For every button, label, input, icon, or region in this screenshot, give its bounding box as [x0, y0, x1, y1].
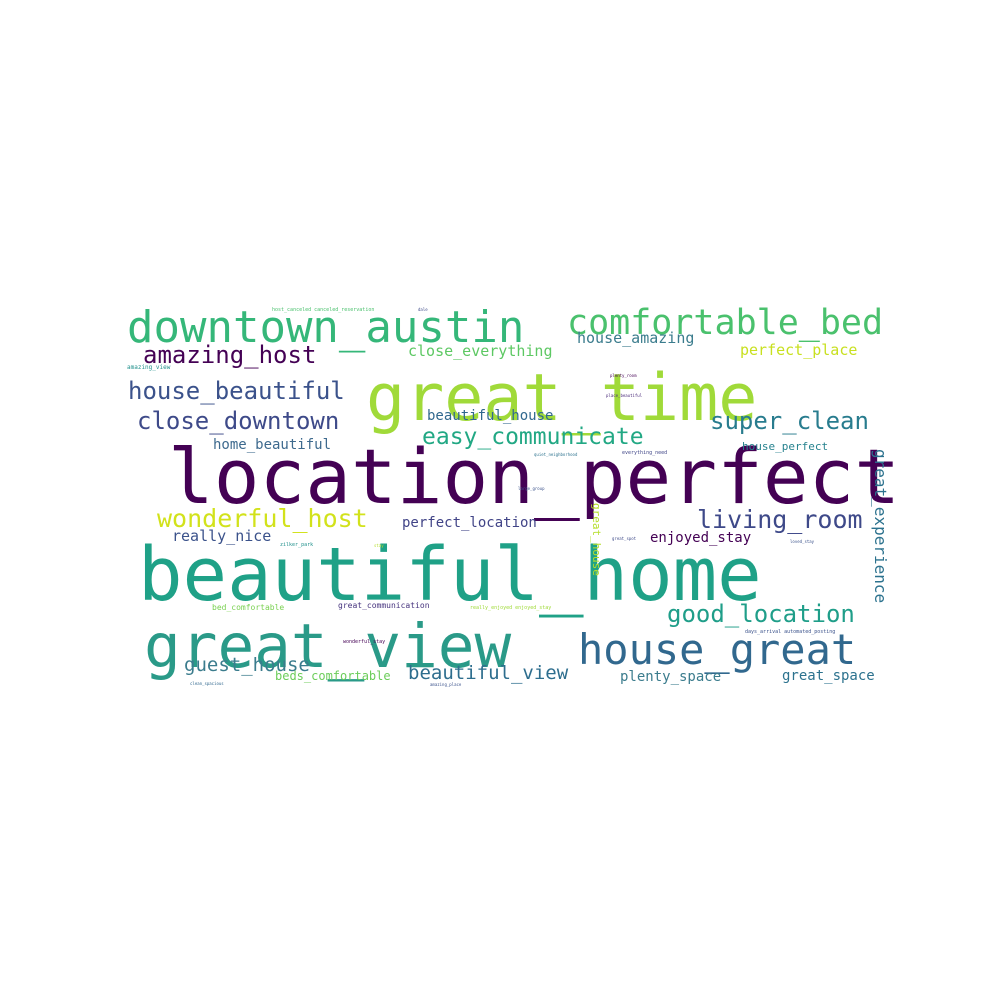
word-close-everything: close_everything: [408, 342, 553, 360]
word-wonderful-stay: wonderful_stay: [343, 639, 385, 645]
word-plenty-room: plenty_room: [610, 373, 637, 378]
word-dale: dale: [418, 307, 428, 312]
word-great-communication: great_communication: [338, 601, 430, 610]
word-home-beautiful: home_beautiful: [213, 437, 331, 453]
word-enjoyed-stay: enjoyed_stay: [650, 530, 751, 546]
word-place-beautiful: place_beautiful: [606, 393, 643, 398]
word-close-downtown: close_downtown: [137, 407, 339, 435]
word-great-space: great_space: [782, 668, 875, 684]
word-super-clean: super_clean: [710, 407, 869, 435]
word-beautiful-house: beautiful_house: [427, 408, 553, 424]
word-quiet-neighborhood: quiet_neighborhood: [534, 452, 578, 457]
word-amazing-view: amazing_view: [127, 364, 171, 371]
word-plenty-space: plenty_space: [620, 669, 721, 685]
word-comfortable-bed: comfortable_bed: [567, 303, 883, 343]
word-house-perfect: house_perfect: [742, 440, 828, 453]
word-guest-house: guest_house: [184, 654, 310, 676]
word-amazing-place: amazing_place: [430, 682, 462, 687]
word-days-arrival-automated-posting: days_arrival automated_posting: [745, 629, 835, 635]
word-zilker-park: zilker_park: [280, 542, 313, 548]
word-great-house: great_house: [590, 503, 603, 576]
word-location-perfect: location_perfect: [168, 432, 900, 521]
word-living-room: living_room: [697, 505, 863, 534]
word-everything-need: everything_need: [622, 450, 667, 456]
word-beautiful-home: beautiful_home: [138, 532, 762, 618]
word-really-nice: really_nice: [172, 527, 271, 545]
word-amazing-host: amazing_host: [143, 341, 316, 369]
word-great-view: great_view: [144, 611, 512, 682]
word-perfect-place: perfect_place: [740, 341, 857, 359]
word-downtown-austin: downtown_austin: [127, 302, 524, 353]
word-house-great: house_great: [578, 625, 856, 674]
word-wonderful-host: wonderful_host: [157, 504, 368, 533]
word-host-canceled-canceled-reservation: host_canceled canceled_reservation: [272, 307, 374, 313]
word-great-spot: great_spot: [612, 536, 637, 541]
word-great-time: great_time: [366, 361, 757, 436]
word-bed-comfortable: bed_comfortable: [212, 603, 284, 612]
word-loved-stay: loved_stay: [790, 539, 815, 544]
word-really-enjoyed-enjoyed-stay: really_enjoyed enjoyed_stay: [470, 605, 551, 611]
word-great-experience: great_experience: [871, 449, 890, 603]
word-beds-comfortable: beds_comfortable: [275, 669, 391, 683]
word-clean-spacious: clean_spacious: [190, 681, 224, 686]
word-perfect-location: perfect_location: [402, 515, 537, 531]
word-good-location: good_location: [667, 600, 855, 628]
word-stay: stay: [374, 543, 384, 548]
word-beautiful-view: beautiful_view: [408, 662, 569, 684]
word-house-amazing: house_amazing: [577, 329, 694, 347]
word-large-group: large_group: [518, 486, 545, 491]
word-easy-communicate: easy_communicate: [422, 424, 644, 450]
word-house-beautiful: house_beautiful: [128, 377, 345, 405]
